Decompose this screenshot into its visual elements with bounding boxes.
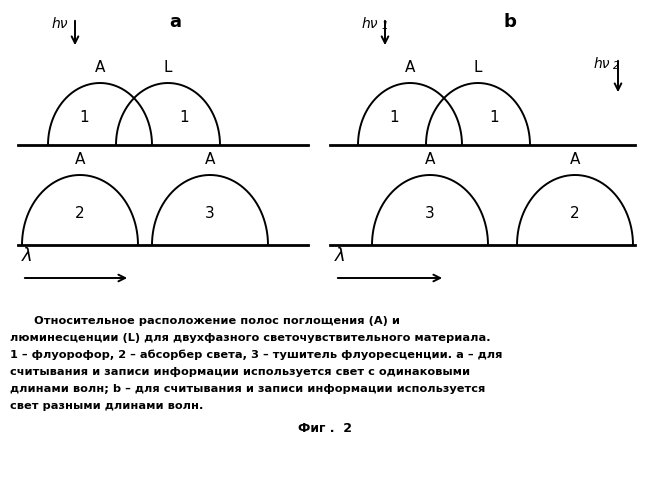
Text: A: A [570,152,580,167]
Text: 1: 1 [381,21,387,31]
Text: λ: λ [335,247,346,265]
Text: A: A [425,152,435,167]
Text: 3: 3 [205,206,215,221]
Text: a: a [169,13,181,31]
Text: свет разными длинами волн.: свет разными длинами волн. [10,401,203,411]
Text: 1: 1 [489,110,499,125]
Text: A: A [95,60,105,75]
Text: длинами волн; b – для считывания и записи информации используется: длинами волн; b – для считывания и запис… [10,384,486,394]
Text: A: A [75,152,85,167]
Text: L: L [164,60,173,75]
Text: люминесценции (L) для двухфазного светочувствительного материала.: люминесценции (L) для двухфазного светоч… [10,333,491,343]
Text: 2: 2 [570,206,580,221]
Text: 1 – флуорофор, 2 – абсорбер света, 3 – тушитель флуоресценции. а – для: 1 – флуорофор, 2 – абсорбер света, 3 – т… [10,350,503,360]
Text: 1: 1 [79,110,89,125]
Text: 1: 1 [389,110,399,125]
Text: A: A [405,60,415,75]
Text: hν: hν [51,17,68,31]
Text: hν: hν [594,57,610,71]
Text: L: L [474,60,482,75]
Text: Фиг .  2: Фиг . 2 [298,422,352,435]
Text: 2: 2 [75,206,85,221]
Text: A: A [205,152,215,167]
Text: λ: λ [22,247,33,265]
Text: считывания и записи информации используется свет с одинаковыми: считывания и записи информации используе… [10,367,470,377]
Text: 3: 3 [425,206,435,221]
Text: 1: 1 [179,110,189,125]
Text: 2: 2 [613,61,620,71]
Text: hν: hν [361,17,378,31]
Text: Относительное расположение полос поглощения (А) и: Относительное расположение полос поглоще… [10,316,400,326]
Text: b: b [504,13,516,31]
